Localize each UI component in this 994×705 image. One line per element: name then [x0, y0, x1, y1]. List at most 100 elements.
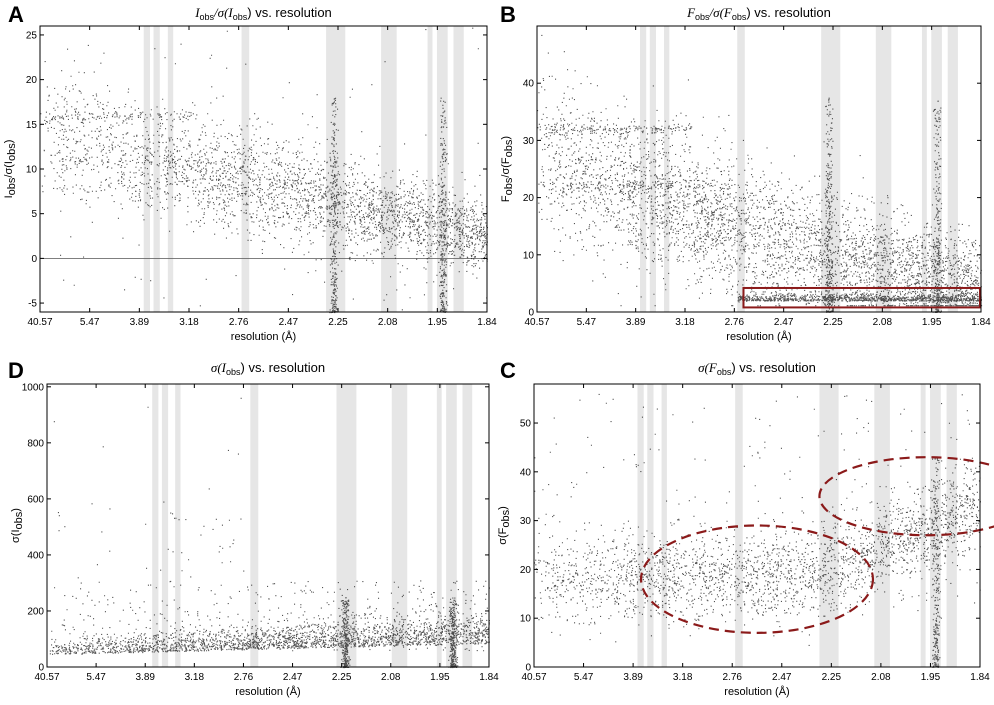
label-part-pre_sub: obs	[717, 367, 732, 377]
scatter-points-A	[40, 27, 489, 314]
label-part-post: ) vs. resolution	[731, 360, 816, 375]
y-tick-label: 400	[27, 550, 44, 561]
label-part-pre: F	[500, 195, 512, 202]
x-tick-label: 2.47	[774, 317, 794, 328]
ice-ring-band	[161, 384, 169, 667]
highlight-ellipse	[639, 524, 875, 634]
x-tick-label: 40.57	[524, 317, 549, 328]
y-tick-label: 20	[520, 565, 532, 576]
ice-ring-band	[637, 384, 644, 667]
ice-ring-band	[640, 26, 647, 312]
highlight-ellipses	[639, 456, 994, 634]
label-part-post: )	[500, 136, 512, 140]
x-tick-label: 3.89	[626, 317, 646, 328]
ice-ring-band	[152, 384, 159, 667]
label-part-mid: /σ(F	[500, 157, 512, 178]
label-part-pre_sub: obs	[695, 12, 710, 22]
y-tick-label: 50	[520, 419, 532, 430]
ice-ring-band	[946, 384, 957, 667]
x-tick-label: 2.08	[873, 317, 893, 328]
label-part-mid_sub: obs	[732, 12, 747, 22]
ice-ring-band	[737, 26, 745, 312]
y-tick-label: 1000	[22, 382, 45, 393]
y-tick-label: 40	[523, 79, 535, 90]
ice-ring-band	[326, 26, 346, 312]
label-part-post: ) vs. resolution	[241, 360, 326, 375]
label-part-mid_sub: obs	[233, 12, 248, 22]
label-part-pre: I	[3, 195, 15, 198]
y-tick-label: 800	[27, 438, 44, 449]
x-tick-label: 2.47	[772, 672, 792, 683]
ice-ring-band	[661, 384, 667, 667]
label-part-mid: /σ(F	[709, 5, 733, 20]
label-part-pre: σ(I	[211, 360, 227, 375]
x-tick-label: 2.47	[279, 317, 299, 328]
label-part-post: )	[10, 508, 22, 512]
ice-ring-band	[663, 26, 670, 312]
panel-letter-B: B	[500, 2, 516, 27]
label-part-pre_sub: obs	[503, 177, 515, 195]
y-tick-label: 200	[27, 606, 44, 617]
label-part-mid: /σ(I	[3, 161, 15, 178]
label-part-pre: I	[194, 5, 200, 20]
panel-letter-A: A	[8, 2, 24, 27]
label-part-pre: σ(I	[10, 529, 22, 543]
ice-ring-band	[821, 26, 841, 312]
label-part-mid_sub: obs	[503, 139, 515, 157]
ice-ring-band	[153, 26, 160, 312]
ice-ring-band	[250, 384, 259, 667]
x-tick-label: 1.84	[971, 317, 991, 328]
x-axis-label: resolution (Å)	[231, 330, 296, 343]
y-tick-label: 15	[26, 120, 38, 131]
plot-frame	[39, 25, 488, 313]
x-tick-label: 2.08	[381, 672, 401, 683]
x-tick-label: 2.08	[871, 672, 891, 683]
y-tick-label: 10	[520, 614, 532, 625]
scatter-point-cloud	[40, 27, 489, 314]
x-tick-label: 3.18	[185, 672, 205, 683]
ice-ring-band	[391, 384, 408, 667]
y-tick-label: 10	[523, 250, 535, 261]
x-tick-label: 2.08	[378, 317, 398, 328]
x-tick-label: 2.76	[234, 672, 254, 683]
svg-text:Iobs/σ(Iobs): Iobs/σ(Iobs)	[3, 140, 18, 199]
x-axis-label: resolution (Å)	[726, 330, 791, 343]
x-tick-label: 1.95	[922, 317, 942, 328]
label-part-pre_sub: obs	[13, 511, 25, 529]
label-part-pre: σ(F	[497, 527, 509, 544]
x-tick-label: 3.89	[135, 672, 155, 683]
ice-ring-band	[462, 384, 473, 667]
x-tick-label: 1.84	[479, 672, 499, 683]
label-part-pre_sub: obs	[200, 12, 215, 22]
chart-title-A: Iobs/σ(Iobs) vs. resolution	[194, 5, 332, 22]
x-tick-label: 3.89	[623, 672, 643, 683]
svg-text:Fobs/σ(Fobs): Fobs/σ(Fobs)	[500, 136, 515, 202]
x-tick-label: 3.18	[673, 672, 693, 683]
ice-ring-band	[175, 384, 181, 667]
x-tick-label: 2.25	[332, 672, 352, 683]
ice-ring-band	[649, 26, 656, 312]
y-axis-label: Iobs/σ(Iobs)	[3, 140, 18, 199]
ice-ring-band	[427, 26, 433, 312]
y-tick-label: 0	[31, 254, 37, 265]
ice-ring-bands	[152, 384, 473, 667]
y-tick-label: 5	[31, 209, 37, 220]
ice-ring-band	[819, 384, 839, 667]
scatter-point-cloud	[49, 397, 490, 669]
y-tick-label: 25	[26, 30, 38, 41]
y-tick-label: 40	[520, 467, 532, 478]
label-part-mid: /σ(I	[213, 5, 233, 20]
x-tick-label: 3.18	[675, 317, 695, 328]
plot-frame	[536, 25, 982, 313]
y-tick-label: 10	[26, 165, 38, 176]
ice-ring-band	[875, 26, 892, 312]
label-part-pre: σ(F	[698, 360, 718, 375]
x-axis-label: resolution (Å)	[724, 685, 789, 698]
x-tick-label: 5.47	[86, 672, 106, 683]
x-tick-label: 1.95	[921, 672, 941, 683]
ice-ring-band	[436, 384, 442, 667]
x-tick-label: 40.57	[27, 317, 52, 328]
scatter-points-C	[534, 393, 981, 668]
